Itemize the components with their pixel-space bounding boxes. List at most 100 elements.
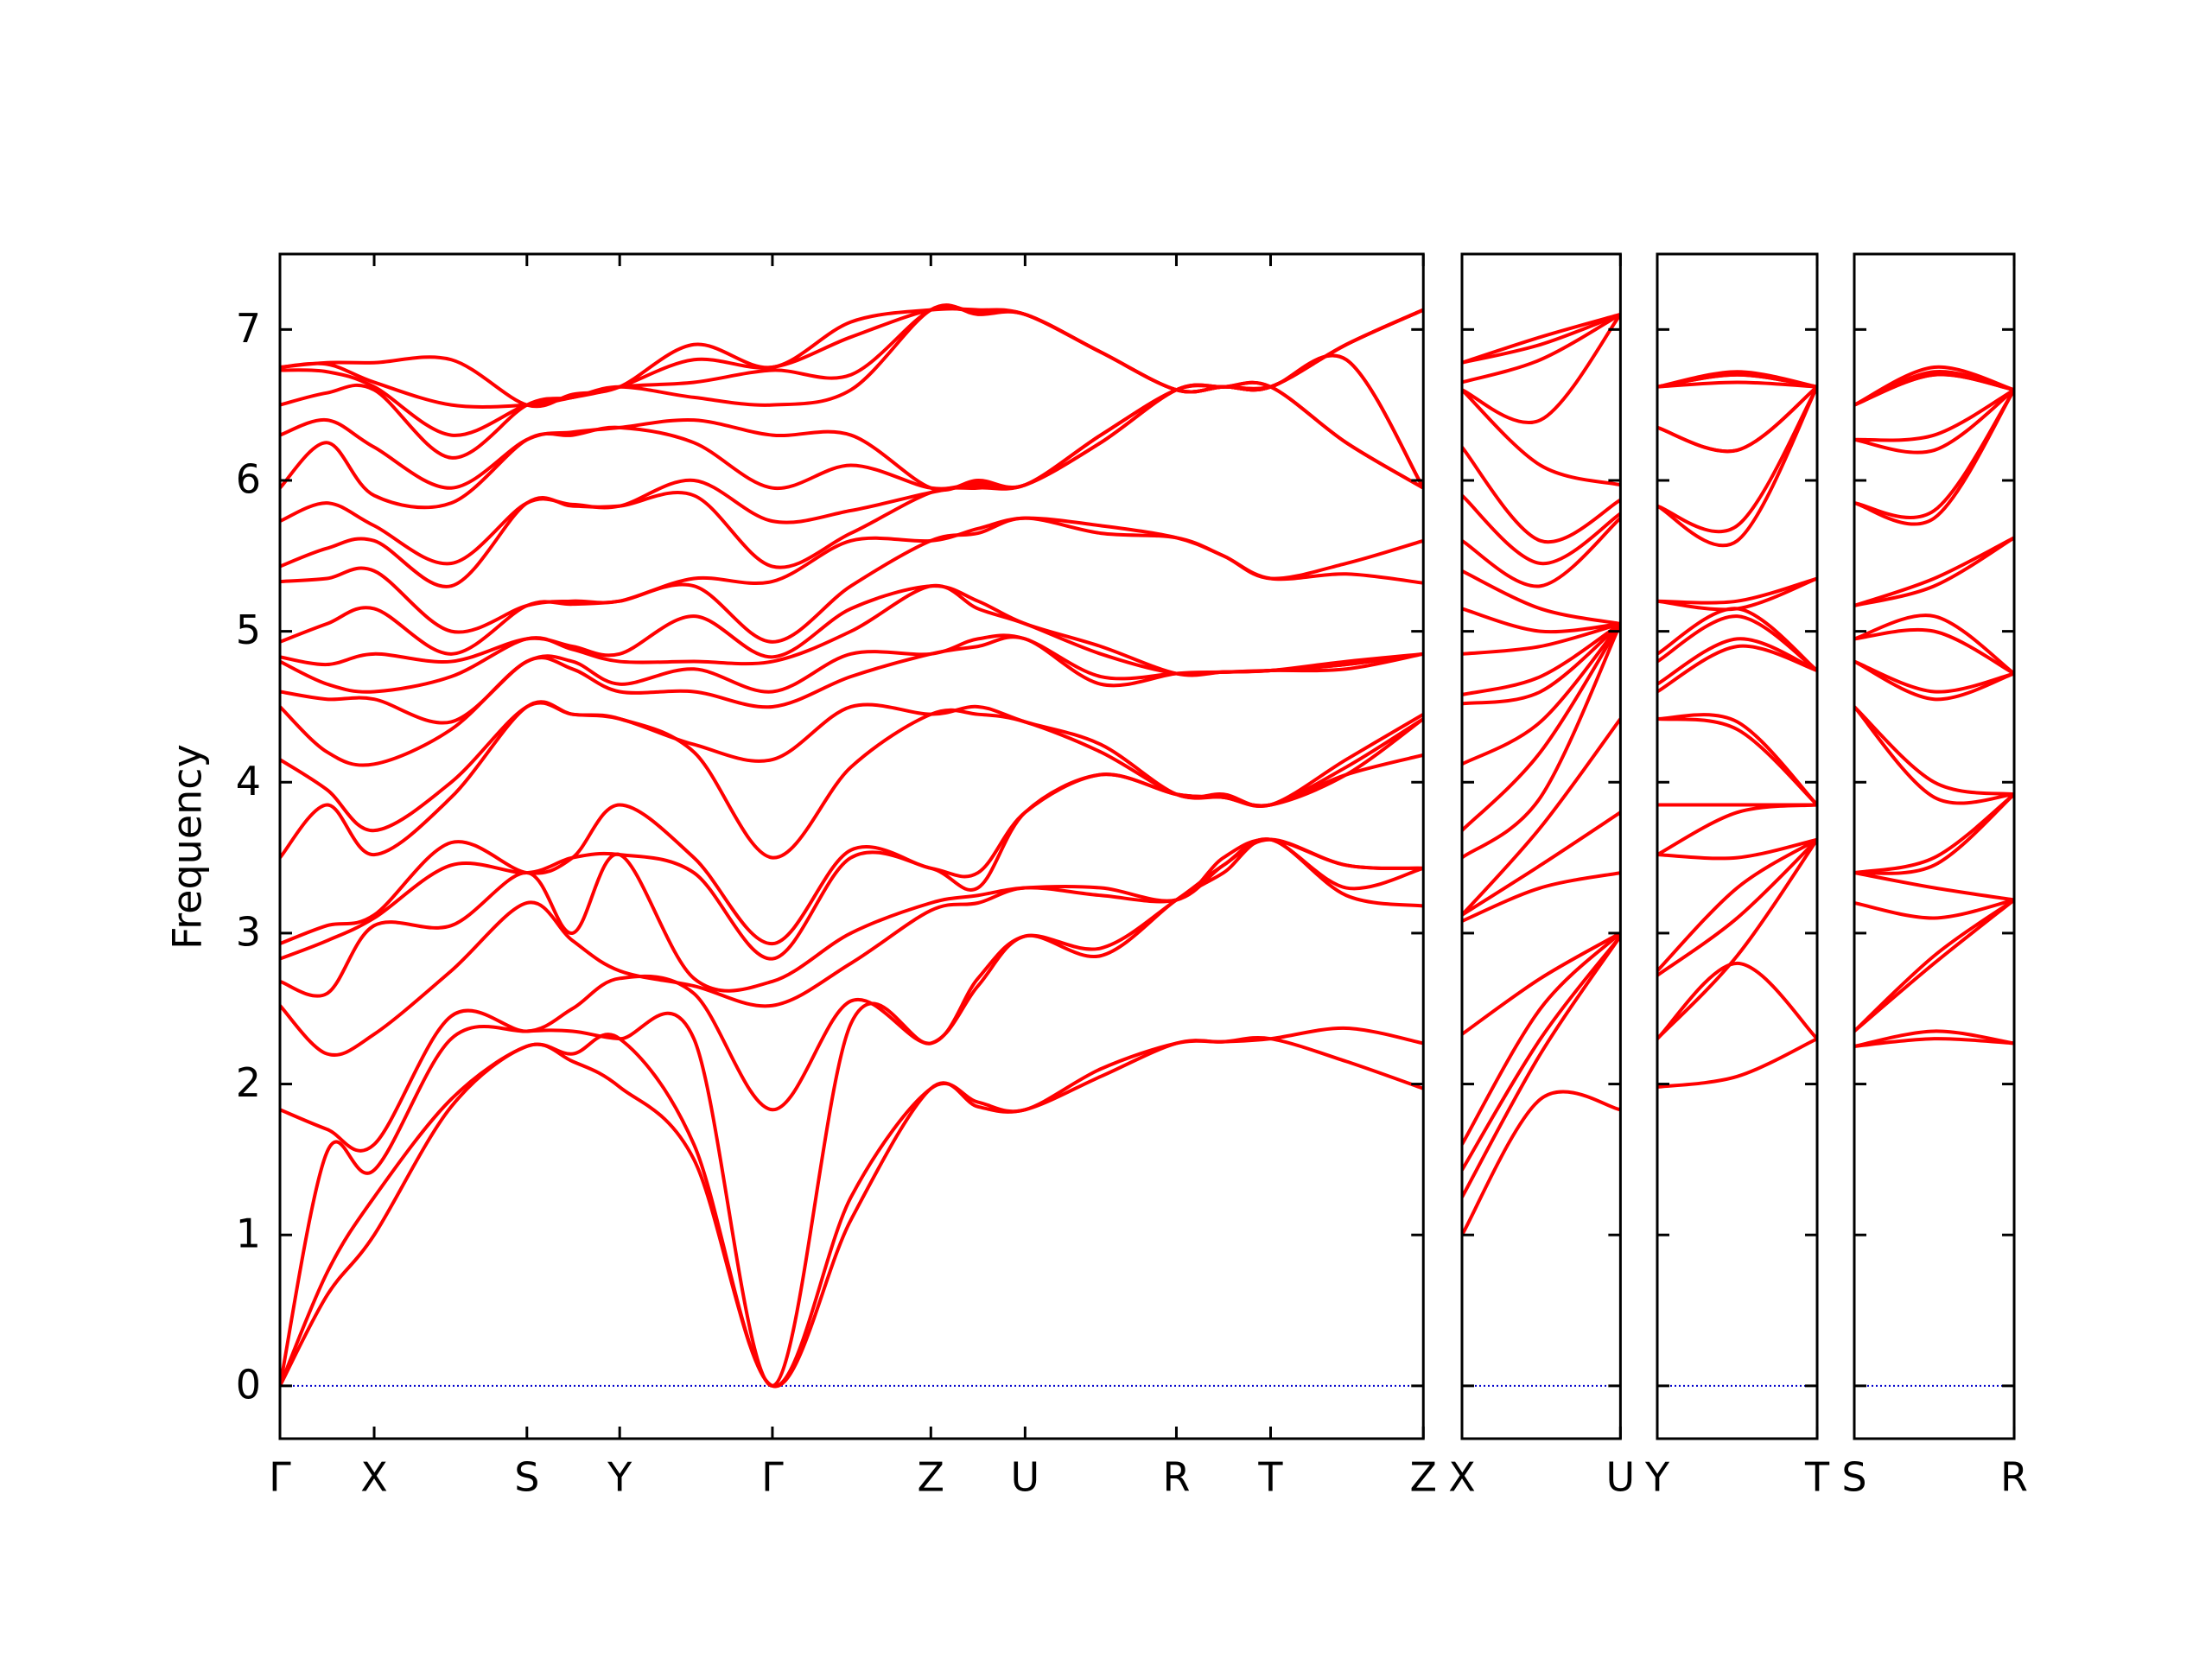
band-line [1462, 313, 1621, 385]
band-line [1657, 576, 1818, 612]
band-line [280, 837, 1424, 1057]
panel [280, 303, 1424, 1389]
band-line [280, 1026, 1424, 1388]
y-tick-label: 5 [236, 607, 261, 653]
band-line [1462, 312, 1621, 365]
band-line [1854, 705, 2015, 797]
axes-frame [278, 252, 1425, 1440]
y-tick-label: 3 [236, 908, 261, 955]
band-line [1462, 621, 1621, 656]
band-line [280, 837, 1424, 998]
x-tick-label: Γ [269, 1454, 291, 1501]
band-line [1854, 792, 2015, 875]
band-line [1854, 365, 2015, 407]
band-line [1854, 388, 2015, 454]
band-line [1854, 1029, 2015, 1048]
band-line [1462, 622, 1621, 706]
band-line [1657, 961, 1818, 1040]
y-tick-label: 2 [236, 1059, 261, 1106]
band-line [280, 516, 1424, 634]
panel [1657, 370, 1818, 1387]
band-line [1462, 569, 1621, 626]
band-line [1462, 622, 1621, 766]
band-line [1657, 1037, 1818, 1090]
band-line [1657, 838, 1818, 1040]
y-tick-label: 6 [236, 455, 261, 502]
band-line [1854, 613, 2015, 676]
band-line [1462, 607, 1621, 634]
band-line [280, 700, 1424, 860]
x-tick-label: R [1162, 1454, 1190, 1501]
band-line [1462, 935, 1621, 1172]
band-line [1657, 837, 1818, 861]
band-line [1657, 838, 1818, 977]
x-tick-label: Y [607, 1454, 632, 1501]
y-tick-label: 0 [236, 1361, 261, 1408]
band-line [1854, 1037, 2015, 1048]
band-line [1854, 659, 2015, 702]
band-line [1462, 810, 1621, 917]
band-line [1462, 493, 1621, 566]
x-tick-label: Z [918, 1454, 945, 1501]
band-line [1462, 623, 1621, 860]
x-tick-label: S [514, 1454, 539, 1501]
band-line [1462, 871, 1621, 923]
band-line [1462, 313, 1621, 424]
panel [1462, 312, 1621, 1387]
x-tick-label: X [1448, 1454, 1476, 1501]
x-tick-label: Γ [761, 1454, 784, 1501]
band-line [1462, 935, 1621, 1198]
band-line [1854, 898, 2015, 1033]
y-tick-label: 4 [236, 758, 261, 804]
band-line [1657, 370, 1818, 389]
band-line [1462, 312, 1621, 365]
band-line [1657, 644, 1818, 694]
y-tick-label: 1 [236, 1211, 261, 1257]
band-line [1854, 627, 2015, 676]
band-line [1462, 622, 1621, 832]
band-line [280, 307, 1424, 409]
x-tick-label: Y [1644, 1454, 1670, 1501]
band-line [1854, 536, 2015, 607]
axes-frame [1853, 252, 2016, 1440]
band-line [1854, 388, 2015, 442]
band-line [1462, 622, 1621, 696]
band-line [1462, 388, 1621, 487]
band-line [1854, 871, 2015, 902]
axes-frame [1656, 252, 1819, 1440]
band-line [1462, 1090, 1621, 1236]
band-line [280, 701, 1424, 833]
x-tick-label: X [360, 1454, 388, 1501]
x-tick-label: T [1257, 1454, 1283, 1501]
x-tick-label: T [1804, 1454, 1830, 1501]
band-line [1462, 931, 1621, 1146]
band-line [280, 584, 1424, 677]
y-tick-label: 7 [236, 305, 261, 352]
band-line [1657, 637, 1818, 686]
band-line [1657, 385, 1818, 534]
band-line [1854, 536, 2015, 607]
band-line [1854, 659, 2015, 694]
band-line [1854, 389, 2015, 519]
axes-frame [1460, 252, 1622, 1440]
band-line [1462, 717, 1621, 917]
y-axis-label: Frequency [164, 744, 211, 950]
panel [1854, 365, 2015, 1387]
band-line [1854, 898, 2015, 920]
band-line [1462, 446, 1621, 544]
x-tick-label: R [2000, 1454, 2028, 1501]
x-tick-label: S [1841, 1454, 1866, 1501]
band-line [1657, 380, 1818, 389]
band-line [1657, 576, 1818, 605]
band-line [1462, 931, 1621, 1036]
x-tick-label: U [1011, 1454, 1040, 1501]
band-line [1462, 517, 1621, 588]
x-tick-label: U [1606, 1454, 1636, 1501]
band-line [1657, 385, 1818, 454]
x-tick-label: Z [1409, 1454, 1437, 1501]
band-line [1657, 837, 1818, 972]
band-line [1854, 705, 2015, 805]
band-line [1657, 713, 1818, 806]
